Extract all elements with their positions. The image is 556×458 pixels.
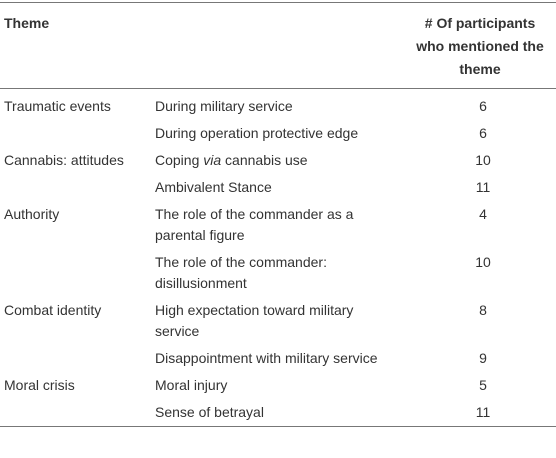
table-row: Disappointment with military service 9 [0,345,556,372]
table-body: Traumatic events During military service 6… [0,89,556,427]
data-table: Theme # Of participants who mentioned th… [0,2,556,427]
theme-cell [0,249,151,297]
table-row: Traumatic events During military service 6 [0,89,556,121]
count-cell: 11 [475,404,491,420]
count-cell: 11 [475,179,491,195]
subtheme-cell: Sense of betrayal [155,404,264,420]
theme-cell: Authority [4,206,60,222]
text-run: Coping [155,152,204,168]
table-row: During operation protective edge 6 [0,120,556,147]
table-row: Ambivalent Stance 11 [0,174,556,201]
table-row: Sense of betrayal 11 [0,399,556,427]
header-subtheme [151,3,400,89]
subtheme-cell: Ambivalent Stance [155,179,272,195]
theme-cell: Moral crisis [4,377,75,393]
count-cell: 10 [475,152,491,168]
subtheme-cell: The role of the commander: disillusionme… [155,254,327,291]
count-cell: 8 [479,302,487,318]
theme-cell [0,174,151,201]
table-row: Authority The role of the commander as a … [0,201,556,249]
theme-cell [0,399,151,427]
theme-cell [0,345,151,372]
count-cell: 4 [479,206,487,222]
count-cell: 10 [475,254,491,270]
header-row: Theme # Of participants who mentioned th… [0,2,556,89]
table-row: Moral crisis Moral injury 5 [0,372,556,399]
count-cell: 6 [479,98,487,114]
text-run: via [203,152,222,168]
table-row: The role of the commander: disillusionme… [0,249,556,297]
text-run: cannabis use [221,152,308,168]
table-header: Theme # Of participants who mentioned th… [0,2,556,89]
subtheme-cell: High expectation toward military service [155,302,354,339]
count-cell: 5 [479,377,487,393]
table-row: Combat identity High expectation toward m… [0,297,556,345]
count-cell: 9 [479,350,487,366]
subtheme-cell: During operation protective edge [155,125,359,141]
subtheme-cell: The role of the commander as a parental … [155,206,354,243]
theme-cell: Traumatic events [4,98,111,114]
table-row: Cannabis: attitudes Coping via cannabis u… [0,147,556,174]
subtheme-cell: Moral injury [155,377,228,393]
subtheme-cell: During military service [155,98,293,114]
count-cell: 6 [479,125,487,141]
theme-cell: Combat identity [4,302,102,318]
subtheme-cell: Disappointment with military service [155,350,378,366]
header-count: # Of participants who mentioned the them… [416,15,544,77]
theme-cell [0,120,151,147]
theme-cell: Cannabis: attitudes [4,152,124,168]
header-theme: Theme [4,15,50,31]
subtheme-cell: Coping via cannabis use [151,147,400,174]
